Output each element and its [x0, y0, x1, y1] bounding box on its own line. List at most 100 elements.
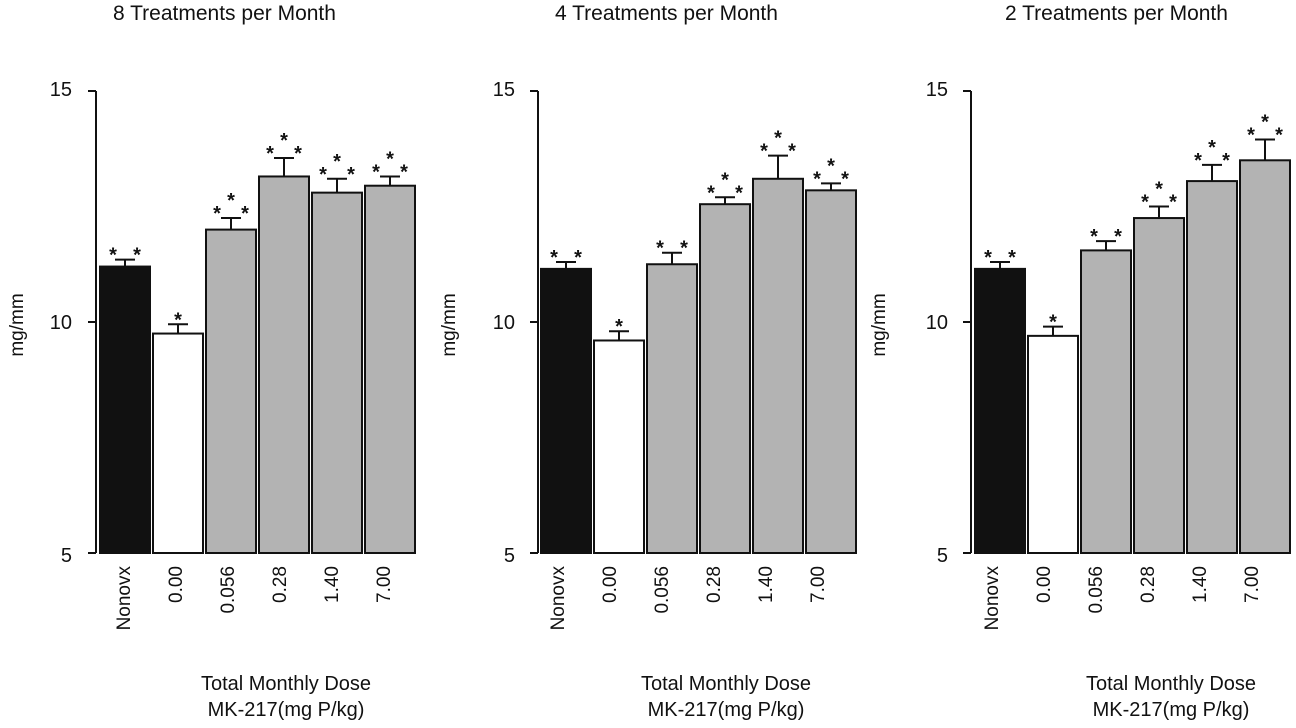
significance-marker: *: [174, 309, 182, 331]
significance-star: *: [1141, 192, 1149, 214]
x-axis-title-line1: Total Monthly Dose: [200, 673, 372, 695]
x-axis-title-line1: Total Monthly Dose: [640, 673, 812, 695]
significance-marker: *: [615, 316, 623, 338]
x-axis-title-line2: MK-217(mg P/kg): [647, 699, 805, 721]
chart-title: 2 Treatments per Month: [1005, 2, 1228, 25]
significance-marker: * *: [656, 238, 688, 260]
significance-star: *: [721, 169, 729, 191]
significance-marker: * * *: [266, 130, 302, 165]
significance-star: *: [1222, 150, 1230, 172]
significance-marker: * * *: [813, 155, 849, 190]
bar: [540, 267, 592, 554]
bar: [699, 203, 751, 554]
significance-star: *: [1247, 125, 1255, 147]
significance-marker: * * *: [319, 151, 355, 186]
bar: [974, 267, 1026, 554]
significance-marker: * * *: [1247, 112, 1283, 147]
y-tick-label: 10: [925, 312, 948, 334]
significance-star: *: [550, 247, 558, 269]
significance-star: *: [1261, 112, 1269, 134]
significance-star: *: [109, 245, 117, 267]
significance-star: *: [174, 309, 182, 331]
bar: [1080, 249, 1132, 554]
significance-star: *: [133, 245, 141, 267]
significance-star: *: [1194, 150, 1202, 172]
significance-star: *: [774, 128, 782, 150]
significance-star: *: [656, 238, 664, 260]
significance-star: *: [347, 164, 355, 186]
chart-title: 4 Treatments per Month: [555, 2, 778, 25]
significance-star: *: [984, 247, 992, 269]
bar: [311, 191, 363, 554]
significance-star: *: [760, 141, 768, 163]
significance-marker: * * *: [213, 190, 249, 225]
bar: [152, 332, 204, 554]
bar: [205, 228, 257, 554]
significance-star: *: [788, 141, 796, 163]
significance-star: *: [266, 143, 274, 165]
significance-marker: * *: [550, 247, 582, 269]
bar: [646, 263, 698, 554]
bar: [1239, 159, 1291, 555]
bar: [593, 339, 645, 555]
bar: [364, 184, 416, 555]
significance-star: *: [372, 161, 380, 183]
bar-plot: * *** ** *** *** **: [963, 90, 1291, 555]
significance-star: *: [386, 148, 394, 170]
y-tick-label: 10: [49, 312, 72, 334]
significance-star: *: [615, 316, 623, 338]
significance-star: *: [813, 168, 821, 190]
chart-panel-3: 2 Treatments per Month mg/mm 15 10 5 Non…: [864, 0, 1296, 728]
x-axis-title-line2: MK-217(mg P/kg): [1092, 699, 1250, 721]
y-tick-label: 5: [936, 545, 948, 567]
significance-marker: * * *: [1194, 137, 1230, 172]
chart-panel-2: 4 Treatments per Month mg/mm 15 10 5 Non…: [432, 0, 864, 728]
significance-star: *: [1090, 226, 1098, 248]
significance-star: *: [333, 151, 341, 173]
significance-marker: *: [1049, 312, 1057, 334]
significance-star: *: [735, 182, 743, 204]
chart-title: 8 Treatments per Month: [113, 2, 336, 25]
x-axis-title: Total Monthly Dose MK-217(mg P/kg): [156, 671, 416, 723]
x-axis-title-line1: Total Monthly Dose: [1085, 673, 1257, 695]
significance-star: *: [1169, 192, 1177, 214]
bar: [99, 265, 151, 554]
y-tick-label: 15: [925, 79, 948, 101]
bar: [1027, 334, 1079, 554]
bar: [752, 177, 804, 554]
significance-star: *: [1275, 125, 1283, 147]
significance-star: *: [574, 247, 582, 269]
significance-star: *: [707, 182, 715, 204]
y-tick-label: 5: [503, 545, 515, 567]
bar: [258, 175, 310, 554]
bar: [805, 189, 857, 555]
significance-star: *: [1155, 179, 1163, 201]
significance-star: *: [1114, 226, 1122, 248]
significance-star: *: [680, 238, 688, 260]
x-axis-title: Total Monthly Dose MK-217(mg P/kg): [596, 671, 856, 723]
significance-star: *: [841, 168, 849, 190]
significance-star: *: [1008, 247, 1016, 269]
significance-star: *: [280, 130, 288, 152]
significance-star: *: [1208, 137, 1216, 159]
y-tick-label: 10: [492, 312, 515, 334]
significance-marker: * *: [984, 247, 1016, 269]
y-tick-label: 5: [60, 545, 72, 567]
significance-marker: * *: [109, 245, 141, 267]
bar-plot: * *** *** *** ** * **: [88, 90, 416, 555]
significance-star: *: [827, 155, 835, 177]
significance-marker: * * *: [1141, 179, 1177, 214]
significance-star: *: [319, 164, 327, 186]
significance-marker: * * *: [760, 128, 796, 163]
significance-marker: * *: [1090, 226, 1122, 248]
bar: [1133, 217, 1185, 555]
y-tick-label: 15: [492, 79, 515, 101]
bar: [1186, 180, 1238, 554]
bar-plot: * *** ** *** *** **: [530, 90, 857, 555]
significance-star: *: [294, 143, 302, 165]
significance-star: *: [400, 161, 408, 183]
x-axis-title: Total Monthly Dose MK-217(mg P/kg): [1041, 671, 1296, 723]
significance-star: *: [227, 190, 235, 212]
chart-panel-1: 8 Treatments per Month mg/mm 15 10 5 Non…: [0, 0, 432, 728]
significance-star: *: [241, 203, 249, 225]
